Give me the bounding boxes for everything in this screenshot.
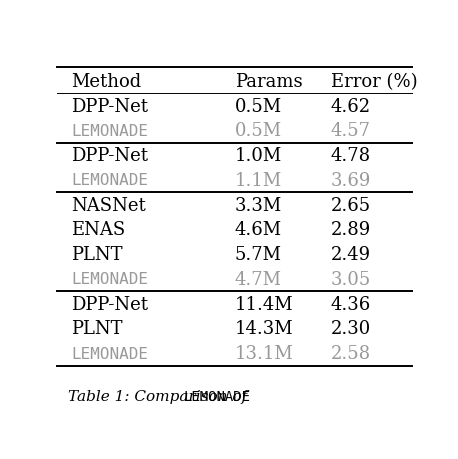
Text: Error (%): Error (%) (331, 73, 417, 90)
Text: 0.5M: 0.5M (234, 97, 282, 115)
Text: 2.89: 2.89 (331, 221, 371, 239)
Text: 2.30: 2.30 (331, 320, 371, 338)
Text: 4.78: 4.78 (331, 147, 371, 165)
Text: 2.58: 2.58 (331, 344, 371, 362)
Text: Table 1: Comparison of: Table 1: Comparison of (68, 389, 252, 403)
Text: 3.69: 3.69 (331, 172, 371, 190)
Text: DPP-Net: DPP-Net (71, 147, 148, 165)
Text: NASNet: NASNet (71, 196, 146, 214)
Text: LEMONADE: LEMONADE (71, 346, 148, 361)
Text: 3.05: 3.05 (331, 270, 371, 288)
Text: LEMONADE: LEMONADE (183, 389, 250, 403)
Text: 1.1M: 1.1M (234, 172, 282, 190)
Text: 4.62: 4.62 (331, 97, 371, 115)
Text: Params: Params (234, 73, 302, 90)
Text: 4.6M: 4.6M (234, 221, 282, 239)
Text: 5.7M: 5.7M (234, 246, 282, 263)
Text: 4.36: 4.36 (331, 295, 371, 313)
Text: 2.65: 2.65 (331, 196, 371, 214)
Text: 14.3M: 14.3M (234, 320, 294, 338)
Text: 13.1M: 13.1M (234, 344, 294, 362)
Text: 4.7M: 4.7M (234, 270, 282, 288)
Text: 2.49: 2.49 (331, 246, 371, 263)
Text: DPP-Net: DPP-Net (71, 295, 148, 313)
Text: 3.3M: 3.3M (234, 196, 282, 214)
Text: DPP-Net: DPP-Net (71, 97, 148, 115)
Text: PLNT: PLNT (71, 320, 123, 338)
Text: LEMONADE: LEMONADE (71, 272, 148, 287)
Text: 4.57: 4.57 (331, 122, 371, 140)
Text: 0.5M: 0.5M (234, 122, 282, 140)
Text: Method: Method (71, 73, 142, 90)
Text: PLNT: PLNT (71, 246, 123, 263)
Text: LEMONADE: LEMONADE (71, 173, 148, 188)
Text: 1.0M: 1.0M (234, 147, 282, 165)
Text: LEMONADE: LEMONADE (71, 123, 148, 139)
Text: ENAS: ENAS (71, 221, 125, 239)
Text: 11.4M: 11.4M (234, 295, 294, 313)
